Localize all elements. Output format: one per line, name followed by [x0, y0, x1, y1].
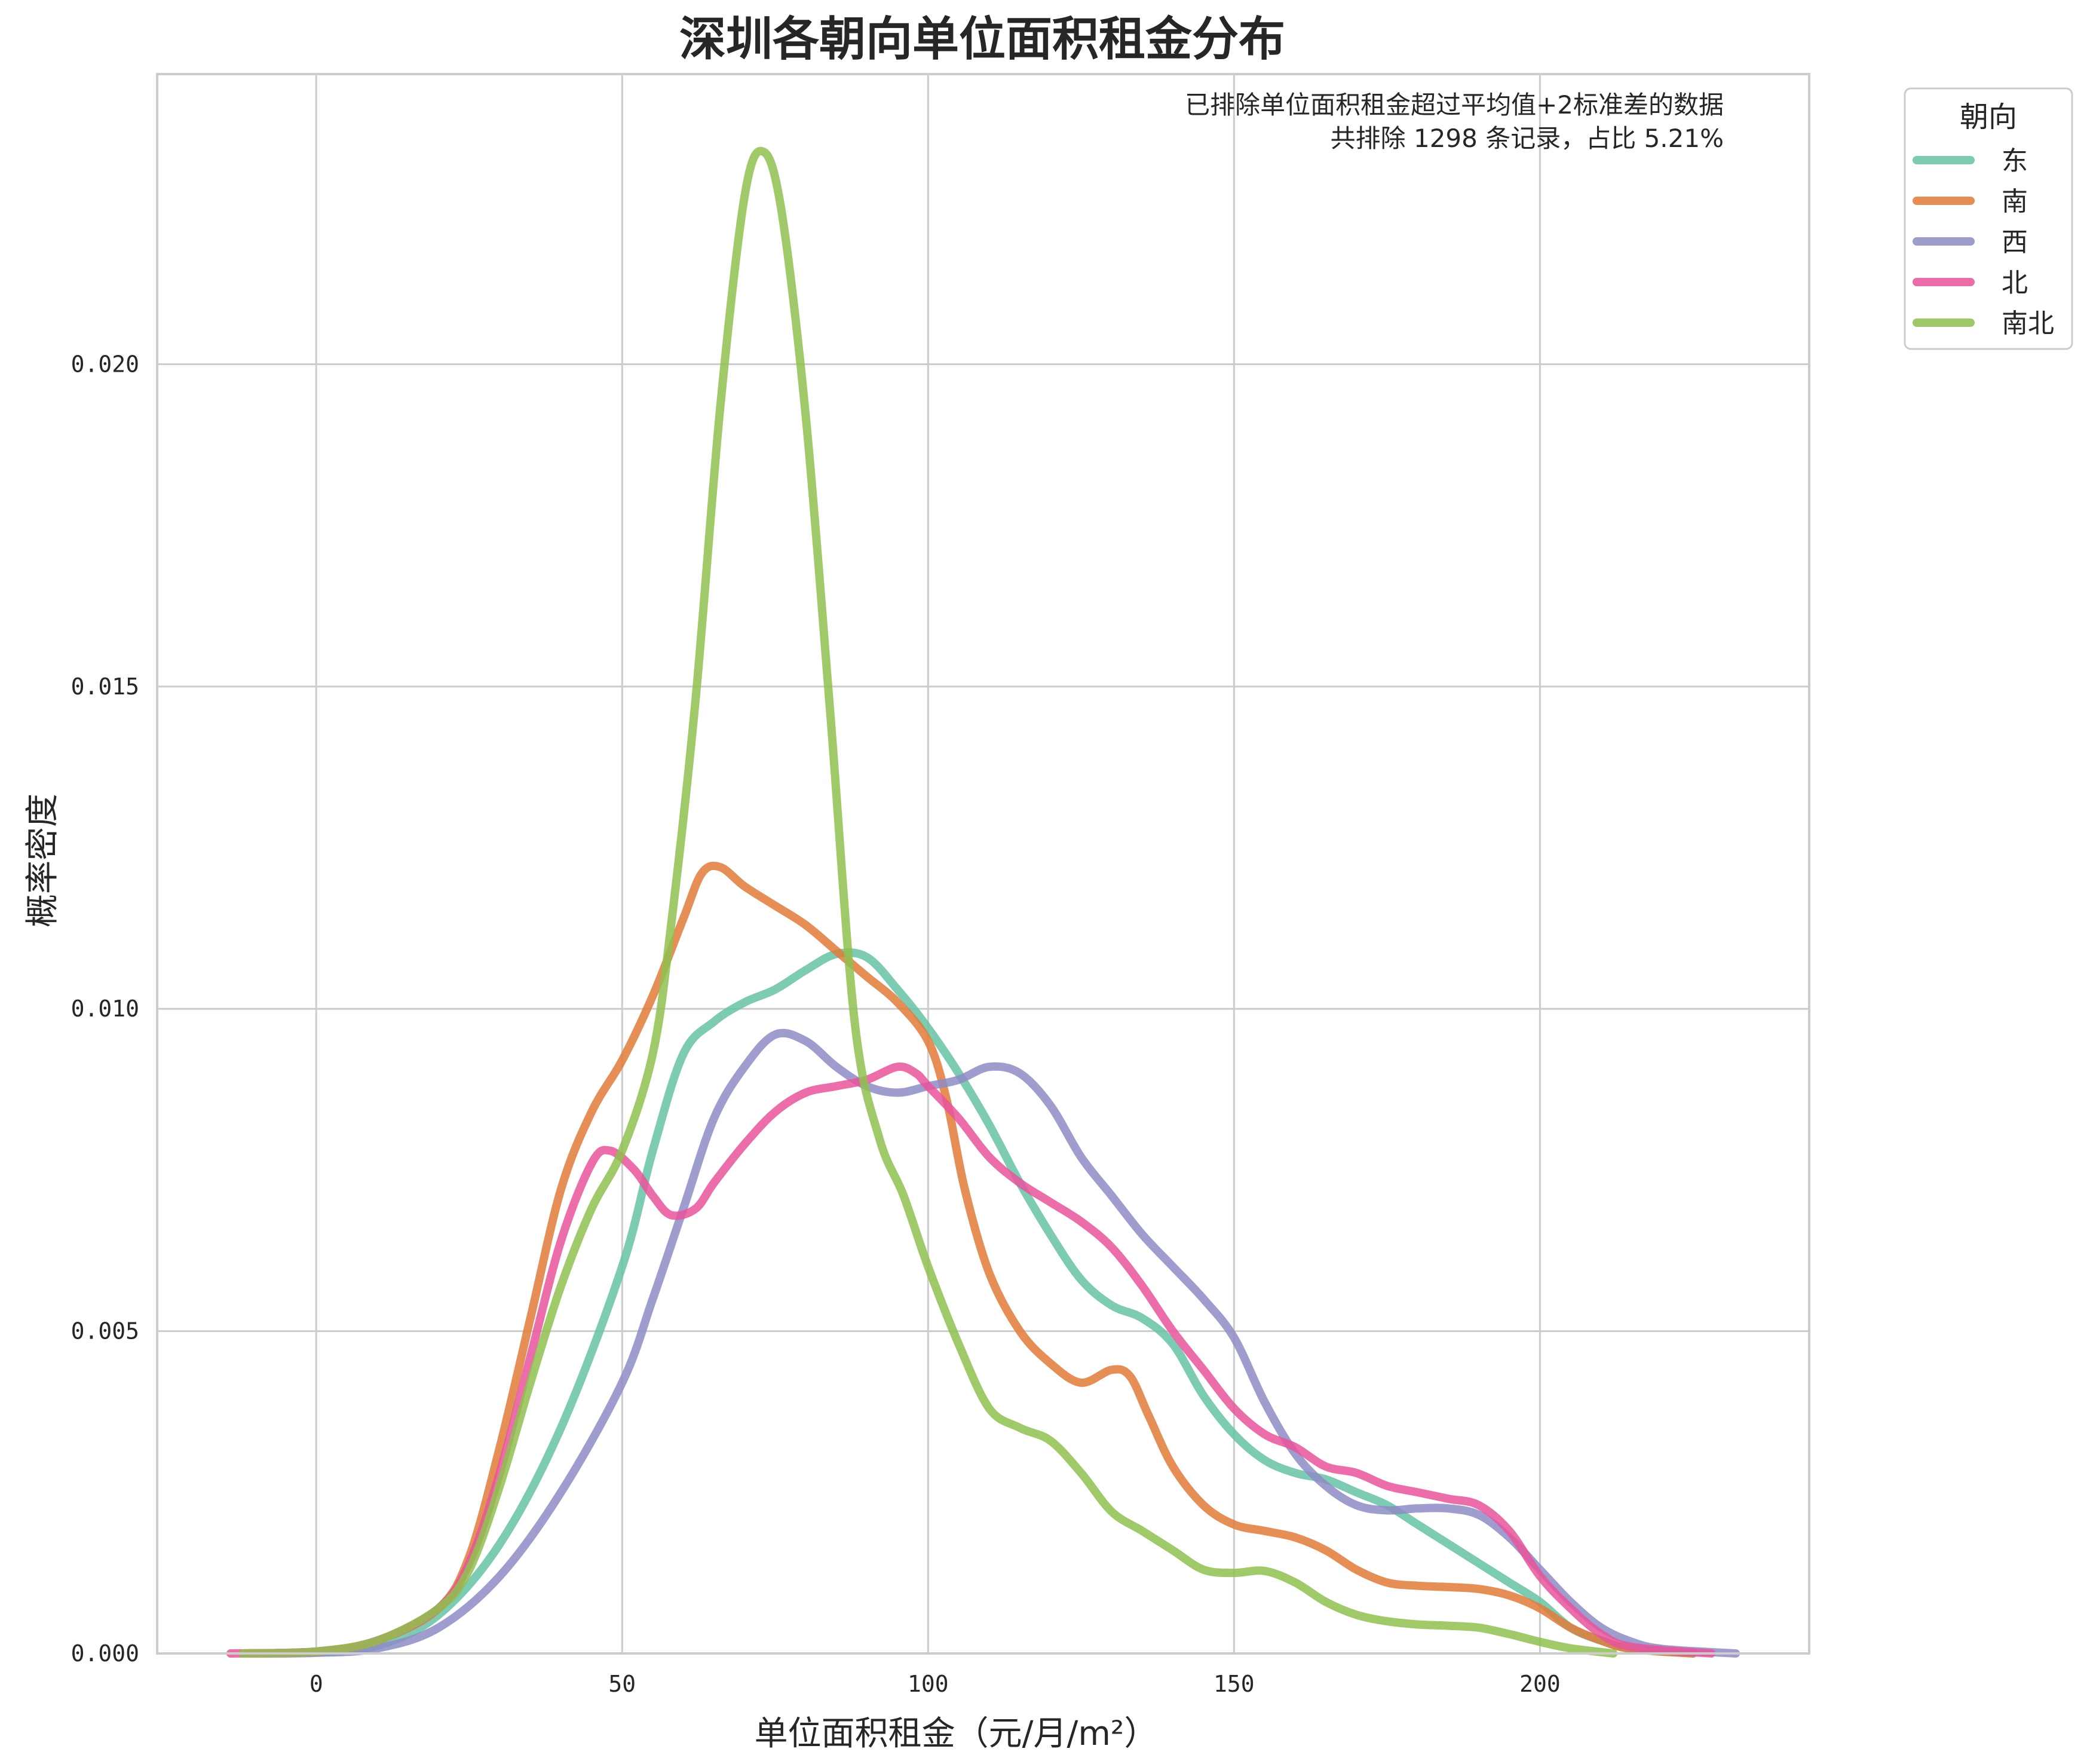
legend-label: 南北 — [2002, 308, 2054, 339]
grid — [157, 74, 1809, 1655]
y-tick-label: 0.020 — [71, 351, 139, 377]
series-line-1 — [238, 861, 1697, 1658]
x-axis-ticks: 0 50 100 150 200 — [309, 1671, 1561, 1697]
legend-label: 东 — [2002, 146, 2028, 176]
y-tick-label: 0.005 — [71, 1318, 139, 1345]
legend-label: 北 — [2002, 268, 2028, 298]
x-tick-label: 200 — [1519, 1671, 1561, 1697]
series-line-2 — [238, 1028, 1740, 1658]
x-tick-label: 50 — [608, 1671, 636, 1697]
annotation-line-1: 已排除单位面积租金超过平均值+2标准差的数据 — [1185, 90, 1724, 120]
series-layer — [226, 146, 1740, 1658]
x-tick-label: 150 — [1213, 1671, 1255, 1697]
chart-title: 深圳各朝向单位面积租金分布 — [679, 13, 1285, 66]
y-tick-label: 0.010 — [71, 996, 139, 1022]
y-tick-label: 0.015 — [71, 673, 139, 700]
y-axis-ticks: 0.000 0.005 0.010 0.015 0.020 — [71, 351, 139, 1667]
series-line-0 — [238, 948, 1697, 1658]
y-tick-label: 0.000 — [71, 1640, 139, 1667]
x-tick-label: 100 — [908, 1671, 949, 1697]
legend-label: 西 — [2002, 227, 2028, 258]
annotation-line-2: 共排除 1298 条记录，占比 5.21% — [1331, 124, 1724, 153]
series-line-4 — [238, 146, 1618, 1658]
series-line-3 — [226, 1062, 1716, 1658]
legend-label: 南 — [2002, 186, 2028, 217]
x-tick-label: 0 — [309, 1671, 323, 1697]
legend-title: 朝向 — [1960, 100, 2017, 134]
plot-frame — [156, 73, 1810, 1655]
x-axis-label: 单位面积租金（元/月/m²） — [755, 1714, 1158, 1753]
y-axis-label: 概率密度 — [23, 794, 62, 927]
